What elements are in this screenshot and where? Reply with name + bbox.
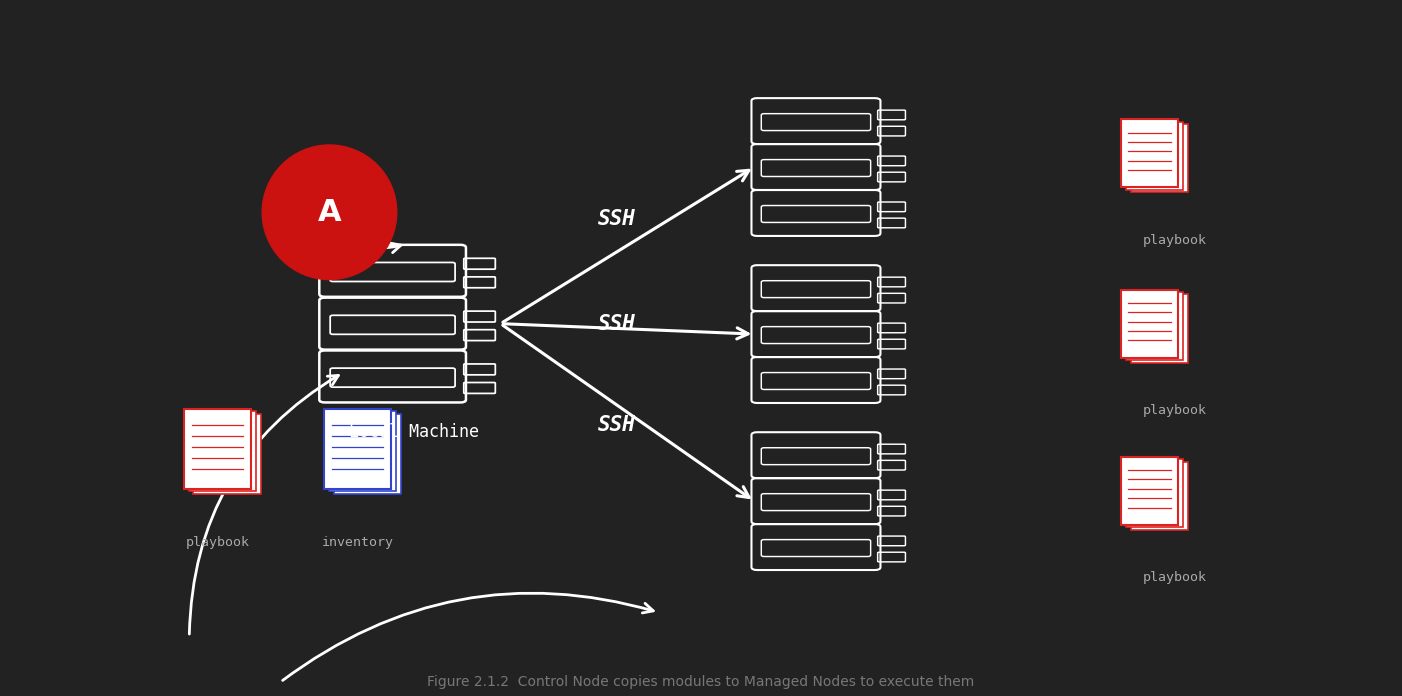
Text: playbook: playbook (1143, 234, 1207, 246)
FancyBboxPatch shape (1122, 457, 1178, 525)
FancyBboxPatch shape (184, 409, 251, 489)
FancyBboxPatch shape (334, 413, 401, 494)
FancyBboxPatch shape (1131, 461, 1187, 530)
Text: SSH: SSH (597, 209, 637, 229)
FancyBboxPatch shape (1126, 292, 1183, 360)
FancyBboxPatch shape (1126, 459, 1183, 527)
Text: playbook: playbook (1143, 571, 1207, 584)
FancyBboxPatch shape (1122, 290, 1178, 358)
FancyBboxPatch shape (1131, 124, 1187, 192)
FancyBboxPatch shape (1126, 122, 1183, 189)
Text: Figure 2.1.2  Control Node copies modules to Managed Nodes to execute them: Figure 2.1.2 Control Node copies modules… (428, 675, 974, 689)
Text: Local Machine: Local Machine (349, 422, 478, 441)
FancyBboxPatch shape (188, 411, 255, 491)
FancyBboxPatch shape (1122, 119, 1178, 187)
FancyBboxPatch shape (1131, 294, 1187, 363)
Text: SSH: SSH (597, 314, 637, 333)
FancyBboxPatch shape (328, 411, 397, 491)
Text: SSH: SSH (597, 415, 637, 434)
Text: playbook: playbook (1143, 404, 1207, 417)
Text: A: A (318, 198, 341, 227)
FancyBboxPatch shape (324, 409, 391, 489)
Text: inventory: inventory (321, 537, 394, 549)
FancyBboxPatch shape (193, 413, 261, 494)
Ellipse shape (262, 145, 397, 280)
Text: playbook: playbook (185, 537, 250, 549)
